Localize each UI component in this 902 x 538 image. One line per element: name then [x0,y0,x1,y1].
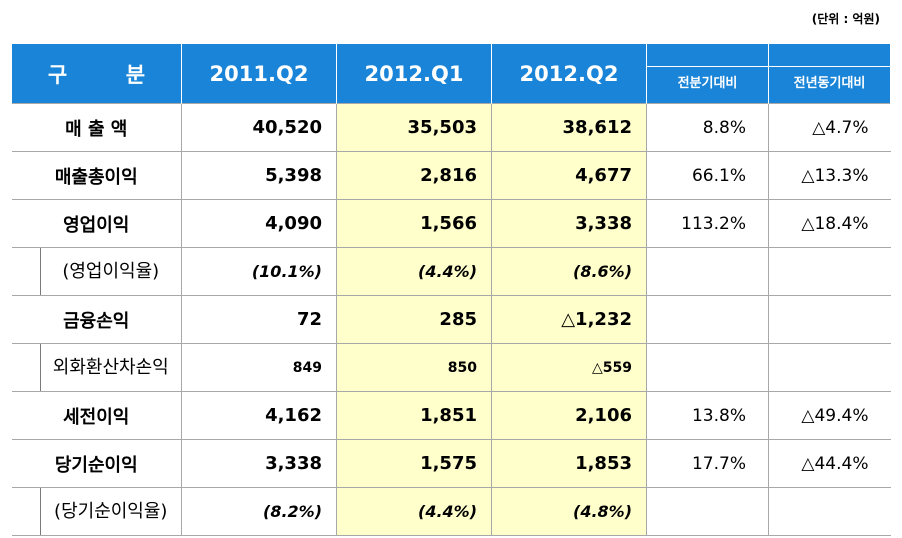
row-label-cell: (당기순이익율) [11,487,182,536]
cell-2012q1: 35,503 [336,103,492,152]
cell-2011q2: 72 [181,295,337,344]
row-label: 매출총이익 [11,151,182,200]
cell-qoq: 113.2% [646,199,769,248]
header-category: 구 분 [11,44,182,104]
cell-qoq: 13.8% [646,391,769,440]
row-label: (영업이익율) [39,248,182,295]
cell-qoq: 8.8% [646,103,769,152]
cell-2012q2: 2,106 [491,391,647,440]
cell-yoy: △18.4% [768,199,891,248]
table-row: 당기순이익 3,338 1,575 1,853 17.7% △44.4% [11,439,891,488]
row-label: 금융손익 [11,295,182,344]
cell-yoy [768,247,891,296]
cell-2011q2: 40,520 [181,103,337,152]
cell-2012q1: (4.4%) [336,487,492,536]
header-2011q2: 2011.Q2 [181,44,337,104]
cell-2012q1: (4.4%) [336,247,492,296]
table-row: (당기순이익율) (8.2%) (4.4%) (4.8%) [11,487,891,536]
table-row: 금융손익 72 285 △1,232 [11,295,891,344]
row-label-cell: (영업이익율) [11,247,182,296]
table-row: 외화환산차손익 849 850 △559 [11,343,891,392]
header-qoq: 전분기대비 [646,44,769,104]
cell-2011q2: (8.2%) [181,487,337,536]
cell-2011q2: 3,338 [181,439,337,488]
row-label: (당기순이익율) [39,488,182,535]
cell-qoq [646,487,769,536]
row-label: 당기순이익 [11,439,182,488]
table-row: 세전이익 4,162 1,851 2,106 13.8% △49.4% [11,391,891,440]
cell-2012q1: 285 [336,295,492,344]
cell-qoq [646,343,769,392]
cell-2012q2: 38,612 [491,103,647,152]
cell-2011q2: (10.1%) [181,247,337,296]
table-row: 매 출 액 40,520 35,503 38,612 8.8% △4.7% [11,103,891,152]
cell-2011q2: 4,162 [181,391,337,440]
cell-2012q2: △1,232 [491,295,647,344]
header-yoy: 전년동기대비 [768,44,891,104]
cell-2012q2: △559 [491,343,647,392]
cell-2011q2: 4,090 [181,199,337,248]
cell-2012q2: 3,338 [491,199,647,248]
cell-yoy [768,295,891,344]
header-yoy-label: 전년동기대비 [769,66,890,103]
row-label-cell: 외화환산차손익 [11,343,182,392]
unit-label: (단위 : 억원) [811,12,880,26]
header-2012q2: 2012.Q2 [491,44,647,104]
row-label: 세전이익 [11,391,182,440]
cell-yoy: △13.3% [768,151,891,200]
cell-2012q1: 1,851 [336,391,492,440]
cell-yoy [768,487,891,536]
cell-2012q1: 1,575 [336,439,492,488]
header-qoq-label: 전분기대비 [647,66,768,103]
cell-qoq [646,247,769,296]
cell-2011q2: 5,398 [181,151,337,200]
header-2012q1: 2012.Q1 [336,44,492,104]
cell-2011q2: 849 [181,343,337,392]
row-label: 매 출 액 [11,103,182,152]
cell-2012q1: 2,816 [336,151,492,200]
cell-yoy [768,343,891,392]
financial-table: 구 분 2011.Q2 2012.Q1 2012.Q2 전분기대비 전년동기대비… [11,44,891,536]
cell-qoq [646,295,769,344]
cell-2012q2: 1,853 [491,439,647,488]
table-row: (영업이익율) (10.1%) (4.4%) (8.6%) [11,247,891,296]
cell-qoq: 17.7% [646,439,769,488]
cell-2012q1: 850 [336,343,492,392]
cell-2012q1: 1,566 [336,199,492,248]
cell-yoy: △4.7% [768,103,891,152]
header-row: 구 분 2011.Q2 2012.Q1 2012.Q2 전분기대비 전년동기대비 [11,44,891,104]
cell-yoy: △44.4% [768,439,891,488]
cell-qoq: 66.1% [646,151,769,200]
cell-2012q2: 4,677 [491,151,647,200]
cell-2012q2: (4.8%) [491,487,647,536]
row-label: 영업이익 [11,199,182,248]
cell-2012q2: (8.6%) [491,247,647,296]
table-row: 매출총이익 5,398 2,816 4,677 66.1% △13.3% [11,151,891,200]
row-label: 외화환산차손익 [39,344,182,391]
table-row: 영업이익 4,090 1,566 3,338 113.2% △18.4% [11,199,891,248]
cell-yoy: △49.4% [768,391,891,440]
